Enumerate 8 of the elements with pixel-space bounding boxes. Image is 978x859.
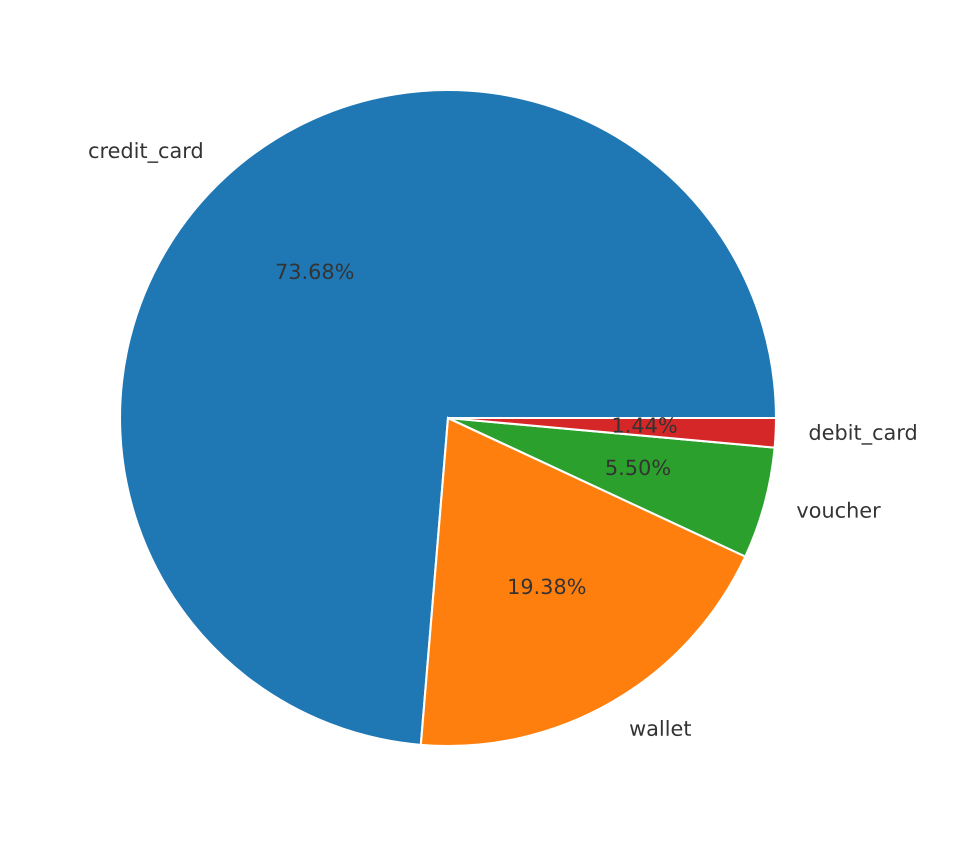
data-label: 5.50% bbox=[606, 460, 670, 476]
slice-label: debit_card bbox=[810, 424, 916, 445]
data-label: 1.44% bbox=[614, 417, 677, 433]
data-label: 73.68% bbox=[276, 263, 354, 280]
slice-label: credit_card bbox=[89, 142, 202, 163]
data-label: 19.38% bbox=[509, 578, 586, 594]
slice-label: wallet bbox=[630, 720, 691, 736]
slice-label: voucher bbox=[796, 502, 881, 518]
